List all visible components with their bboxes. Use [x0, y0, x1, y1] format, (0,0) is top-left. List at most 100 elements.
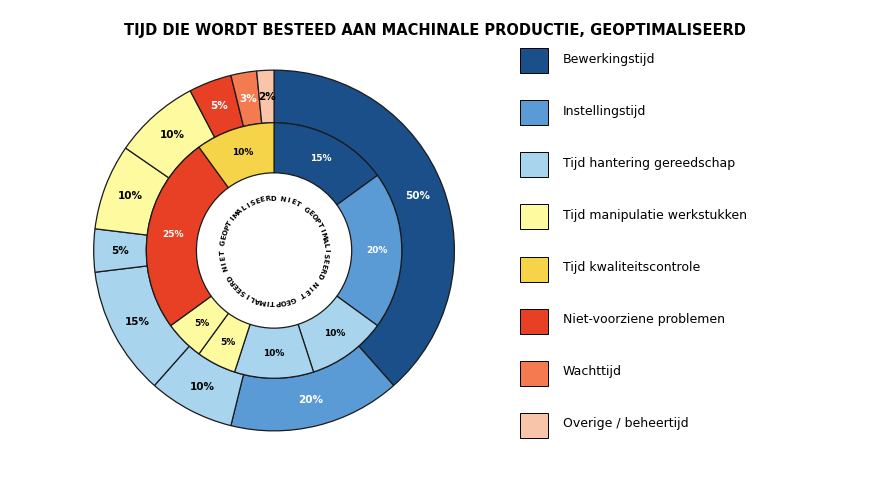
Text: O: O — [279, 298, 286, 305]
Text: T: T — [298, 290, 306, 298]
Wedge shape — [95, 148, 169, 235]
Text: L: L — [240, 205, 247, 212]
Text: Wachttijd: Wachttijd — [562, 366, 621, 378]
Text: I: I — [245, 292, 250, 299]
Text: TIJD DIE WORDT BESTEED AAN MACHINALE PRODUCTIE, GEOPTIMALISEERD: TIJD DIE WORDT BESTEED AAN MACHINALE PRO… — [124, 23, 745, 38]
Text: I: I — [286, 197, 289, 204]
Text: E: E — [232, 282, 240, 290]
Text: 5%: 5% — [111, 245, 129, 256]
Text: S: S — [240, 289, 248, 297]
Text: I: I — [221, 262, 227, 265]
Text: Tijd hantering gereedschap: Tijd hantering gereedschap — [562, 157, 734, 170]
Text: D: D — [315, 272, 323, 279]
Text: 20%: 20% — [366, 246, 387, 255]
Text: P: P — [223, 224, 231, 231]
Wedge shape — [170, 296, 229, 354]
Wedge shape — [125, 91, 215, 178]
Text: E: E — [219, 256, 226, 261]
Text: 20%: 20% — [298, 395, 323, 405]
Text: E: E — [320, 263, 327, 269]
Text: L: L — [322, 243, 328, 248]
Text: R: R — [229, 278, 236, 286]
Text: G: G — [289, 295, 296, 303]
Text: G: G — [219, 239, 226, 246]
Text: 10%: 10% — [323, 329, 345, 338]
Wedge shape — [274, 123, 377, 205]
FancyBboxPatch shape — [520, 101, 547, 125]
Text: 10%: 10% — [263, 349, 284, 358]
Text: 10%: 10% — [231, 148, 253, 157]
Text: S: S — [249, 199, 256, 207]
FancyBboxPatch shape — [520, 309, 547, 334]
Text: 15%: 15% — [309, 154, 331, 163]
Text: 5%: 5% — [194, 319, 209, 328]
Text: 50%: 50% — [405, 191, 430, 201]
Text: R: R — [318, 267, 325, 274]
Text: Tijd kwaliteitscontrole: Tijd kwaliteitscontrole — [562, 262, 700, 275]
Text: Niet-voorziene problemen: Niet-voorziene problemen — [562, 314, 724, 327]
Text: T: T — [270, 299, 275, 306]
Text: I: I — [229, 216, 235, 222]
Text: P: P — [275, 299, 281, 306]
Text: 2%: 2% — [257, 92, 275, 102]
Text: N: N — [279, 196, 286, 203]
Text: Instellingstijd: Instellingstijd — [562, 106, 646, 119]
Text: M: M — [231, 210, 241, 220]
Text: L: L — [249, 294, 255, 302]
Text: I: I — [266, 299, 269, 305]
Text: I: I — [245, 202, 250, 209]
Text: 3%: 3% — [239, 94, 256, 104]
Wedge shape — [199, 123, 274, 188]
Text: I: I — [307, 285, 313, 291]
Text: Overige / beheertijd: Overige / beheertijd — [562, 417, 688, 430]
Wedge shape — [298, 296, 377, 372]
Text: E: E — [254, 198, 261, 205]
Wedge shape — [274, 70, 454, 385]
Text: T: T — [315, 222, 323, 229]
Text: D: D — [269, 195, 275, 202]
Text: E: E — [259, 196, 265, 203]
FancyBboxPatch shape — [520, 361, 547, 385]
Text: 5%: 5% — [220, 338, 235, 347]
Text: 15%: 15% — [125, 317, 150, 327]
Text: E: E — [302, 287, 309, 295]
Text: T: T — [226, 220, 234, 227]
Text: M: M — [319, 231, 327, 239]
Text: P: P — [313, 217, 321, 225]
Text: M: M — [258, 298, 266, 305]
Text: E: E — [306, 209, 314, 217]
Text: R: R — [264, 196, 270, 202]
Text: T: T — [219, 250, 225, 256]
Text: S: S — [322, 253, 328, 259]
Text: E: E — [289, 198, 296, 206]
Text: O: O — [222, 229, 229, 236]
Circle shape — [248, 224, 300, 277]
Text: N: N — [309, 280, 317, 288]
Wedge shape — [95, 266, 189, 385]
FancyBboxPatch shape — [520, 257, 547, 282]
FancyBboxPatch shape — [520, 152, 547, 177]
Wedge shape — [155, 346, 243, 426]
Text: 5%: 5% — [210, 102, 228, 111]
Text: N: N — [222, 265, 229, 272]
Text: Tijd manipulatie werkstukken: Tijd manipulatie werkstukken — [562, 209, 746, 222]
Text: I: I — [318, 228, 325, 232]
Text: T: T — [294, 200, 301, 208]
Text: 10%: 10% — [189, 382, 215, 392]
Text: 10%: 10% — [159, 130, 184, 140]
Text: 25%: 25% — [162, 230, 183, 239]
Wedge shape — [230, 71, 262, 126]
Text: G: G — [302, 206, 310, 214]
Text: A: A — [254, 296, 261, 303]
Wedge shape — [94, 229, 147, 272]
Wedge shape — [190, 75, 243, 137]
Wedge shape — [199, 313, 249, 372]
Wedge shape — [235, 324, 313, 378]
FancyBboxPatch shape — [520, 204, 547, 229]
Text: E: E — [285, 297, 291, 304]
Text: O: O — [309, 213, 318, 221]
Text: D: D — [225, 274, 234, 282]
Text: Bewerkingstijd: Bewerkingstijd — [562, 54, 654, 67]
FancyBboxPatch shape — [520, 412, 547, 437]
Text: I: I — [322, 249, 328, 252]
